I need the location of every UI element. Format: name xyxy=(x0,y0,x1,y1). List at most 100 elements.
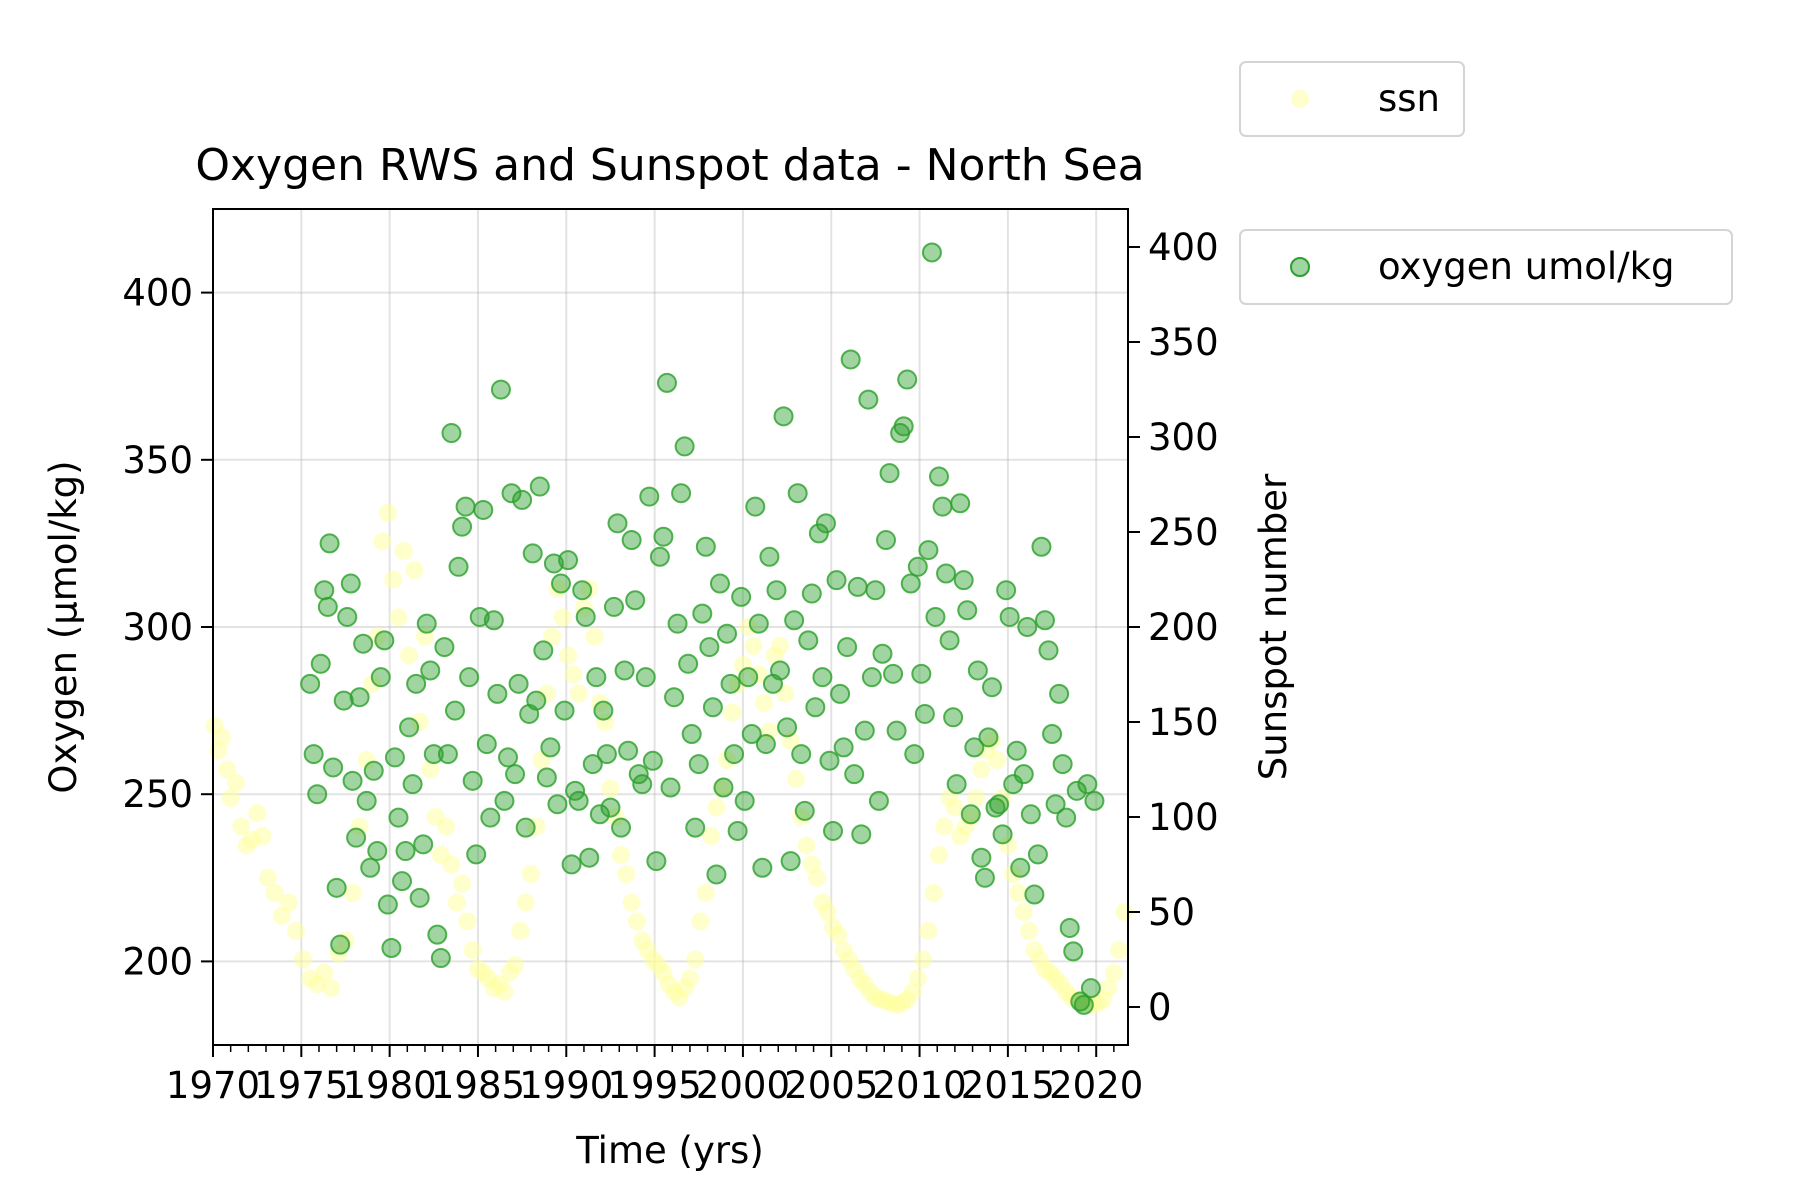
oxygen-point xyxy=(575,606,596,627)
oxygen-point xyxy=(1006,740,1027,761)
ssn-point xyxy=(516,893,535,912)
oxygen-point xyxy=(1013,764,1034,785)
ssn-point xyxy=(258,868,277,887)
oxygen-point xyxy=(392,871,413,892)
x-axis: 1970197519801985199019952000200520102015… xyxy=(166,1045,1143,1107)
oxygen-point xyxy=(681,724,702,745)
ssn-point xyxy=(384,570,403,589)
oxygen-point xyxy=(1066,780,1087,801)
ssn-point xyxy=(272,906,291,925)
ssn-point xyxy=(378,504,397,522)
oxygen-point xyxy=(770,660,791,681)
oxygen-point xyxy=(699,637,720,658)
oxygen-point xyxy=(558,550,579,571)
x-tick-label: 2000 xyxy=(696,1064,790,1107)
oxygen-point xyxy=(459,667,480,688)
oxygen-point xyxy=(893,416,914,437)
oxygen-point xyxy=(914,703,935,724)
ssn-point xyxy=(442,855,461,874)
y-axis-left-label: Oxygen (µmol/kg) xyxy=(42,460,85,793)
oxygen-point xyxy=(618,740,639,761)
ssn-point xyxy=(924,884,943,902)
oxygen-point xyxy=(515,817,536,838)
ssn-point xyxy=(972,760,991,779)
y-left-tick-label: 400 xyxy=(122,272,193,315)
ssn-point xyxy=(808,868,827,887)
oxygen-point xyxy=(1017,617,1038,637)
ssn-point xyxy=(495,982,514,1001)
legend-ssn-marker xyxy=(1291,90,1309,108)
ssn-point xyxy=(945,798,964,817)
oxygen-point xyxy=(384,747,405,768)
oxygen-point xyxy=(808,523,829,544)
ssn-point xyxy=(606,808,625,826)
oxygen-point xyxy=(678,653,699,674)
ssn-point xyxy=(373,532,392,551)
legend-oxygen: oxygen umol/kg xyxy=(1239,229,1733,305)
oxygen-point xyxy=(508,673,529,694)
oxygen-point xyxy=(791,744,812,765)
oxygen-point xyxy=(505,764,526,785)
oxygen-point xyxy=(649,546,670,567)
oxygen-point xyxy=(353,633,374,654)
ssn-point xyxy=(218,760,237,779)
ssn-point xyxy=(511,922,530,940)
ssn-point xyxy=(797,836,816,855)
oxygen-point xyxy=(1045,794,1066,815)
ssn-point xyxy=(988,751,1007,769)
oxygen-point xyxy=(939,630,960,651)
ssn-point xyxy=(601,779,620,798)
ssn-point xyxy=(564,665,583,684)
oxygen-point xyxy=(713,777,734,798)
x-tick-label: 1995 xyxy=(608,1064,702,1107)
oxygen-point xyxy=(337,606,358,627)
oxygen-point xyxy=(607,513,628,534)
ssn-point xyxy=(580,580,599,598)
legend-oxygen-marker xyxy=(1290,257,1310,277)
oxygen-point xyxy=(402,774,423,795)
oxygen-point xyxy=(996,580,1017,601)
ssn-point xyxy=(1104,963,1123,982)
ssn-point xyxy=(617,865,636,883)
oxygen-point xyxy=(416,613,437,634)
oxygen-point xyxy=(596,744,617,765)
oxygen-point xyxy=(409,887,430,908)
oxygen-point xyxy=(745,496,766,517)
oxygen-point xyxy=(413,834,434,855)
oxygen-point xyxy=(434,637,455,658)
ssn-point xyxy=(686,950,705,969)
oxygen-point xyxy=(925,606,946,627)
y-left-tick-label: 300 xyxy=(122,606,193,649)
ssn-point xyxy=(265,884,284,902)
y-right-tick-label: 0 xyxy=(1148,986,1172,1029)
oxygen-point xyxy=(826,570,847,591)
oxygen-point xyxy=(526,690,547,711)
oxygen-point xyxy=(886,720,907,741)
ssn-point xyxy=(914,950,933,969)
oxygen-point xyxy=(480,807,501,828)
oxygen-point xyxy=(702,697,723,718)
x-axis-label: Time (yrs) xyxy=(575,1129,764,1172)
ssn-point xyxy=(728,675,747,693)
ssn-point xyxy=(543,627,562,646)
oxygen-point xyxy=(674,436,695,457)
ssn-point xyxy=(362,675,381,693)
oxygen-point xyxy=(759,546,780,567)
oxygen-point xyxy=(918,540,939,561)
ssn-point xyxy=(253,827,272,845)
ssn-point xyxy=(553,608,572,627)
y-right-tick-label: 350 xyxy=(1148,321,1219,364)
oxygen-point xyxy=(363,760,384,781)
ssn-point xyxy=(691,912,710,931)
oxygen-point xyxy=(441,423,462,444)
oxygen-series xyxy=(300,242,1105,1015)
ssn-point xyxy=(627,912,646,931)
oxygen-point xyxy=(554,700,575,721)
oxygen-point xyxy=(727,820,748,841)
oxygen-point xyxy=(1059,917,1080,938)
ssn-point xyxy=(1009,884,1028,902)
oxygen-point xyxy=(773,406,794,427)
oxygen-point xyxy=(487,683,508,704)
ssn-point xyxy=(506,956,525,975)
